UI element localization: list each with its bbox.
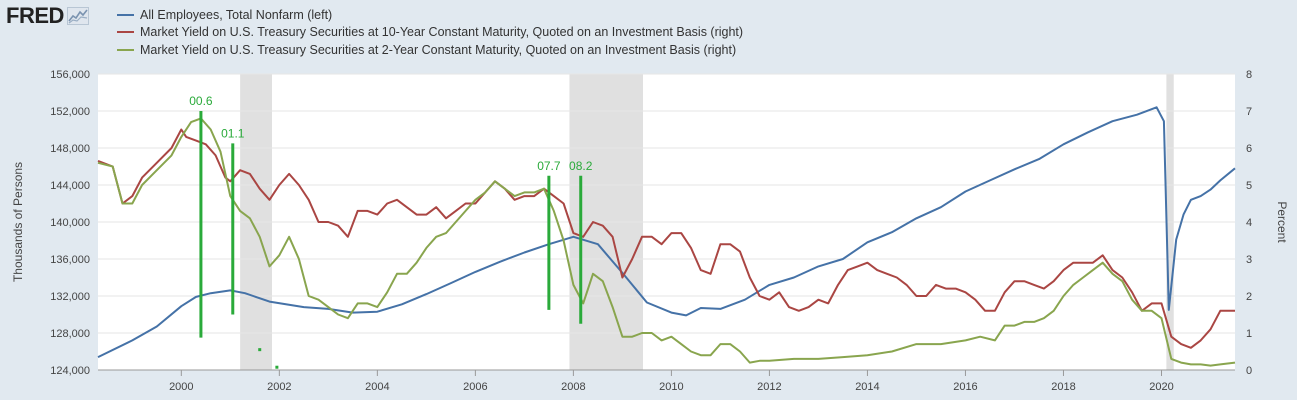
right-tick-label: 8 <box>1246 69 1252 81</box>
right-tick-label: 0 <box>1246 365 1252 377</box>
left-tick-label: 132,000 <box>50 291 90 303</box>
x-tick-label: 2002 <box>267 381 291 393</box>
right-axis-title: Percent <box>1275 201 1289 243</box>
series-line-2[interactable] <box>97 117 1236 367</box>
x-tick-label: 2000 <box>169 381 193 393</box>
x-tick-label: 2006 <box>463 381 487 393</box>
left-tick-label: 152,000 <box>50 106 90 118</box>
right-tick-label: 5 <box>1246 180 1252 192</box>
right-tick-label: 4 <box>1246 217 1252 229</box>
x-tick-label: 2012 <box>757 381 781 393</box>
x-tick-label: 2014 <box>855 381 879 393</box>
legend-swatch <box>117 31 134 34</box>
x-tick-label: 2008 <box>561 381 585 393</box>
legend-swatch <box>117 13 134 16</box>
x-tick-label: 2010 <box>659 381 683 393</box>
event-marker-label: 01.1 <box>221 126 245 140</box>
left-tick-label: 128,000 <box>50 328 90 340</box>
left-tick-label: 144,000 <box>50 180 90 192</box>
legend-swatch <box>117 48 134 51</box>
right-tick-label: 7 <box>1246 106 1252 118</box>
logo-text: FRED <box>6 3 64 28</box>
right-tick-label: 1 <box>1246 328 1252 340</box>
x-tick-label: 2018 <box>1051 381 1075 393</box>
event-marker-dot <box>275 365 279 369</box>
x-tick-label: 2004 <box>365 381 389 393</box>
x-tick-label: 2020 <box>1149 381 1173 393</box>
x-tick-label: 2016 <box>953 381 977 393</box>
legend-item-2yr[interactable]: Market Yield on U.S. Treasury Securities… <box>117 41 743 59</box>
right-tick-label: 3 <box>1246 254 1252 266</box>
event-marker-dot <box>258 348 262 352</box>
right-tick-label: 6 <box>1246 143 1252 155</box>
left-tick-label: 148,000 <box>50 143 90 155</box>
trend-line-icon <box>66 7 89 25</box>
legend-label: Market Yield on U.S. Treasury Securities… <box>140 42 737 57</box>
fred-logo[interactable]: FRED <box>6 3 89 29</box>
left-tick-label: 136,000 <box>50 254 90 266</box>
legend-label: All Employees, Total Nonfarm (left) <box>140 7 333 22</box>
left-tick-label: 140,000 <box>50 217 90 229</box>
legend-item-10yr[interactable]: Market Yield on U.S. Treasury Securities… <box>117 24 743 42</box>
chart-header: FRED All Employees, Total Nonfarm (left)… <box>0 0 1297 62</box>
left-axis-title: Thousands of Persons <box>11 162 25 282</box>
legend: All Employees, Total Nonfarm (left) Mark… <box>117 6 743 59</box>
event-marker-label: 08.2 <box>569 159 593 173</box>
legend-label: Market Yield on U.S. Treasury Securities… <box>140 25 744 40</box>
event-marker-label: 00.6 <box>189 94 213 108</box>
right-tick-label: 2 <box>1246 291 1252 303</box>
legend-item-employees[interactable]: All Employees, Total Nonfarm (left) <box>117 6 743 24</box>
left-tick-label: 124,000 <box>50 365 90 377</box>
event-marker-label: 07.7 <box>537 159 561 173</box>
left-tick-label: 156,000 <box>50 69 90 81</box>
series-line-0[interactable] <box>97 106 1236 358</box>
series-line-1[interactable] <box>97 128 1235 349</box>
